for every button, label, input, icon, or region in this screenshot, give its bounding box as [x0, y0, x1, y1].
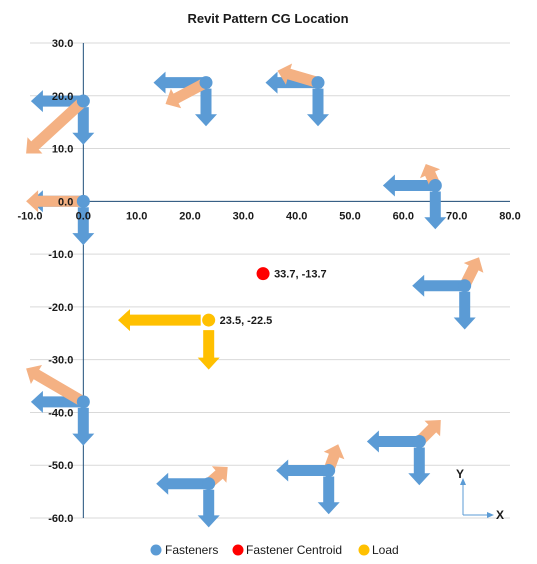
fastener-point-4	[76, 194, 90, 208]
fastener-moment-arrow-6	[26, 365, 87, 407]
legend-label-load: Load	[372, 543, 399, 557]
y-tick-label-8: -50.0	[48, 460, 73, 472]
fastener-point-0	[76, 94, 90, 108]
fastener-shear-x-arrow-7	[366, 430, 424, 453]
x-tick-label-2: 10.0	[126, 210, 147, 222]
y-indicator-head	[460, 478, 466, 485]
y-tick-label-0: 30.0	[52, 38, 73, 50]
x-indicator-label: X	[496, 508, 504, 522]
x-tick-label-9: 80.0	[499, 210, 520, 222]
x-tick-label-3: 20.0	[179, 210, 200, 222]
fastener-shear-y-arrow-9	[197, 489, 220, 528]
xy-axis-indicator: Y X	[456, 467, 504, 522]
x-tick-label-6: 50.0	[339, 210, 360, 222]
force-arrows	[26, 63, 484, 528]
fastener-point-9	[202, 477, 216, 491]
fastener-point-5	[458, 279, 472, 293]
centroid-point-0	[256, 267, 270, 281]
y-tick-label-4: -10.0	[48, 249, 73, 261]
data-points: 33.7, -13.7 23.5, -22.5	[76, 76, 472, 491]
fastener-shear-y-arrow-4	[72, 207, 95, 246]
fastener-moment-arrow-0	[26, 97, 88, 154]
fastener-point-6	[76, 395, 90, 409]
fastener-shear-y-arrow-5	[453, 291, 476, 330]
legend-marker-load	[358, 544, 370, 556]
x-indicator-head	[487, 512, 494, 518]
y-tick-label-3: 0.0	[58, 196, 73, 208]
y-tick-label-1: 20.0	[52, 91, 73, 103]
tick-labels: -10.0 0.0 10.0 20.0 30.0 40.0 50.0 60.0 70.0 80.0…	[17, 38, 520, 525]
load-point-0	[202, 313, 216, 327]
x-tick-label-5: 40.0	[286, 210, 307, 222]
fastener-shear-y-arrow-3	[424, 191, 447, 230]
legend-label-fasteners: Fasteners	[165, 543, 218, 557]
fastener-point-7	[412, 434, 426, 448]
chart-title: Revit Pattern CG Location	[187, 11, 348, 26]
fastener-shear-x-arrow-5	[412, 274, 469, 297]
fastener-shear-y-arrow-8	[317, 476, 340, 515]
fastener-point-8	[322, 464, 336, 477]
fastener-moment-arrow-2	[277, 63, 320, 88]
fastener-shear-y-arrow-1	[195, 88, 217, 127]
fastener-moment-arrow-1	[165, 77, 209, 109]
fastener-shear-x-arrow-8	[276, 459, 333, 482]
x-tick-label-1: 0.0	[76, 210, 91, 222]
fastener-point-2	[311, 76, 325, 90]
x-tick-label-4: 30.0	[233, 210, 254, 222]
fastener-point-1	[199, 76, 213, 90]
legend-marker-fasteners	[150, 544, 162, 556]
x-tick-label-0: -10.0	[17, 210, 42, 222]
fastener-shear-x-arrow-3	[382, 174, 440, 197]
fastener-moment-arrow-4	[26, 190, 84, 213]
fastener-shear-y-arrow-7	[408, 447, 431, 486]
x-tick-label-8: 70.0	[446, 210, 467, 222]
fastener-shear-x-arrow-9	[156, 472, 213, 495]
x-tick-label-7: 60.0	[393, 210, 414, 222]
load-y-arrow	[197, 330, 220, 370]
legend-label-centroid: Fastener Centroid	[246, 543, 342, 557]
y-tick-label-2: 10.0	[52, 144, 73, 156]
centroid-label: 33.7, -13.7	[274, 269, 327, 281]
legend: Fasteners Fastener Centroid Load	[150, 543, 399, 557]
fastener-point-3	[428, 179, 442, 192]
y-tick-label-6: -30.0	[48, 355, 73, 367]
y-tick-label-7: -40.0	[48, 407, 73, 419]
y-tick-label-5: -20.0	[48, 302, 73, 314]
y-indicator-label: Y	[456, 467, 464, 481]
y-tick-label-9: -60.0	[48, 513, 73, 525]
load-label: 23.5, -22.5	[220, 315, 273, 327]
fastener-shear-y-arrow-2	[307, 88, 329, 127]
legend-marker-centroid	[232, 544, 244, 556]
fastener-shear-y-arrow-6	[72, 407, 95, 446]
fastener-shear-y-arrow-0	[72, 107, 95, 145]
load-x-arrow	[118, 309, 201, 332]
